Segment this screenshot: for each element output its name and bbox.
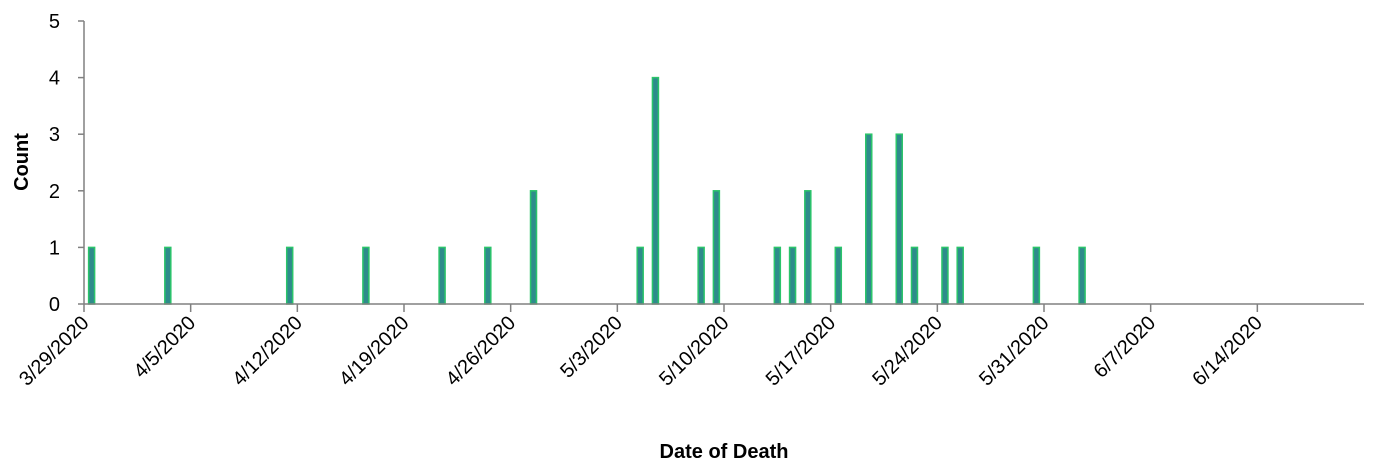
bar-5-25-2020 [956,246,964,305]
bars [87,76,1086,305]
x-tick-label: 5/24/2020 [868,312,946,390]
bar-4-24-2020 [484,246,492,305]
bar-6-2-2020 [1078,246,1086,305]
bar-5-21-2020 [895,133,903,305]
x-tick-label: 6/14/2020 [1188,312,1266,390]
x-tick-label: 5/31/2020 [975,312,1053,390]
bar-4-3-2020 [164,246,172,305]
bar-4-27-2020 [529,190,538,305]
bar-5-22-2020 [910,246,919,305]
bar-5-14-2020 [788,246,797,305]
bar-5-13-2020 [773,246,782,305]
bar-5-9-2020 [712,190,721,305]
x-tick-label: 5/3/2020 [556,312,627,383]
bar-4-16-2020 [362,246,370,305]
y-axis-ticks: 0 1 2 3 4 5 [49,11,84,316]
x-tick-label: 4/5/2020 [130,312,201,383]
y-tick-label: 1 [49,237,60,259]
x-tick-label: 4/19/2020 [335,312,413,390]
x-tick-label: 5/10/2020 [655,312,733,390]
x-tick-label: 4/26/2020 [442,312,520,390]
y-tick-label: 0 [49,294,60,316]
x-tick-label: 3/29/2020 [15,312,93,390]
bar-5-4-2020 [636,246,644,305]
bar-4-11-2020 [285,246,294,305]
bar-3-29-2020 [87,246,96,305]
x-axis-ticks: 3/29/2020 4/5/2020 4/12/2020 4/19/2020 4/26/… [15,304,1267,390]
y-axis-title: Count [11,133,33,191]
x-tick-label: 5/17/2020 [762,312,840,390]
y-tick-label: 5 [49,11,60,33]
x-axis-title: Date of Death [660,441,789,463]
x-tick-label: 4/12/2020 [228,312,306,390]
bar-5-8-2020 [697,246,705,305]
y-tick-label: 2 [49,181,60,203]
x-tick-label: 6/7/2020 [1090,312,1161,383]
bar-5-24-2020 [941,246,949,305]
bar-5-17-2020 [834,246,843,305]
bar-5-5-2020 [651,76,660,305]
y-tick-label: 4 [49,68,60,90]
bar-5-15-2020 [804,190,812,305]
bar-5-19-2020 [865,133,873,305]
y-tick-label: 3 [49,124,60,146]
bar-5-30-2020 [1032,246,1041,305]
bar-4-21-2020 [438,246,446,305]
